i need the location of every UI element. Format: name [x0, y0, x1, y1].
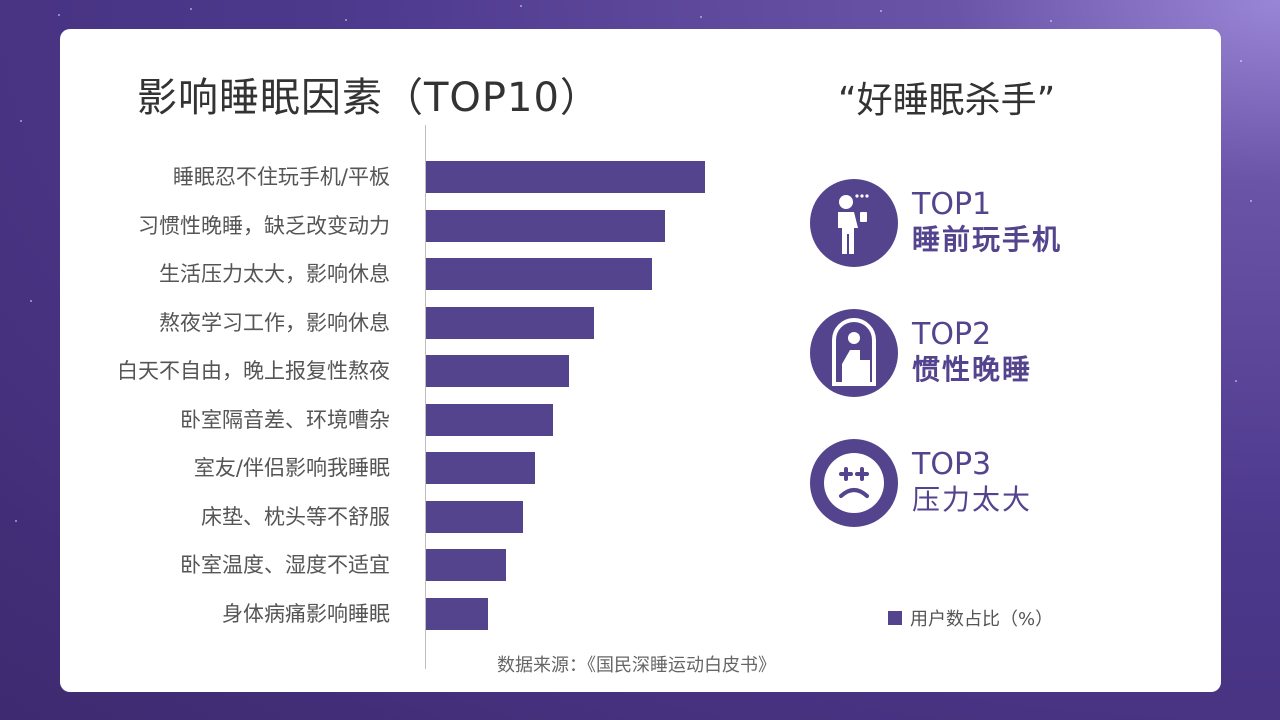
killer-top1: TOP1 睡前玩手机 [810, 179, 1062, 267]
bar-row: 床垫、枕头等不舒服 [60, 500, 760, 533]
bar-row: 熬夜学习工作，影响休息 [60, 306, 760, 339]
bar [426, 355, 569, 387]
y-axis-line [425, 125, 426, 669]
bar-label: 床垫、枕头等不舒服 [201, 504, 390, 529]
bar [426, 452, 535, 484]
bar-label: 习惯性晚睡，缺乏改变动力 [138, 213, 390, 238]
bar-label: 熬夜学习工作，影响休息 [159, 310, 390, 335]
bar-row: 身体病痛影响睡眠 [60, 597, 760, 630]
bar [426, 403, 553, 436]
bar [426, 161, 705, 193]
bar-label: 卧室隔音差、环境嘈杂 [180, 407, 390, 432]
person-phone-icon [810, 179, 898, 267]
slide-card: 影响睡眠因素（TOP10） “好睡眠杀手” 睡眠忍不住玩手机/平板习惯性晚睡，缺… [60, 29, 1221, 692]
bar-label: 卧室温度、湿度不适宜 [180, 553, 390, 577]
person-in-bed-icon [810, 309, 898, 397]
bar [426, 500, 523, 533]
bar-label: 睡眠忍不住玩手机/平板 [172, 165, 390, 189]
killer-rank: TOP1 [912, 187, 992, 222]
killer-name: 压力太大 [912, 483, 1033, 516]
bar-label: 生活压力太大，影响休息 [159, 262, 390, 286]
bar-row: 室友/伴侣影响我睡眠 [60, 452, 760, 484]
bar [426, 209, 665, 242]
bar-label: 白天不自由，晚上报复性熬夜 [117, 359, 390, 383]
bar [426, 258, 652, 290]
bar-row: 习惯性晚睡，缺乏改变动力 [60, 209, 760, 242]
killer-rank: TOP2 [912, 317, 992, 352]
bar-row: 卧室温度、湿度不适宜 [60, 549, 760, 581]
chart-title: 影响睡眠因素（TOP10） [137, 75, 601, 121]
chart-legend: 用户数占比（%） [888, 605, 1053, 631]
killer-rank: TOP3 [912, 447, 992, 482]
killer-name: 惯性晚睡 [912, 353, 1033, 386]
legend-label: 用户数占比（%） [910, 609, 1054, 630]
bar [426, 597, 488, 630]
bar-row: 睡眠忍不住玩手机/平板 [60, 161, 760, 193]
bar [426, 306, 594, 339]
killer-top3: TOP3 压力太大 [810, 439, 1032, 527]
killers-title: “好睡眠杀手” [838, 80, 1056, 121]
bar-label: 室友/伴侣影响我睡眠 [193, 456, 390, 480]
bar-row: 生活压力太大，影响休息 [60, 258, 760, 290]
data-source: 数据来源：《国民深睡运动白皮书》 [497, 655, 776, 676]
killer-name: 睡前玩手机 [912, 223, 1063, 256]
bar-row: 白天不自由，晚上报复性熬夜 [60, 355, 760, 387]
killer-top2: TOP2 惯性晚睡 [810, 309, 1032, 397]
sad-face-icon [810, 439, 898, 527]
legend-swatch [888, 611, 902, 625]
bar [426, 549, 506, 581]
bar-label: 身体病痛影响睡眠 [222, 601, 390, 626]
bar-row: 卧室隔音差、环境嘈杂 [60, 403, 760, 436]
